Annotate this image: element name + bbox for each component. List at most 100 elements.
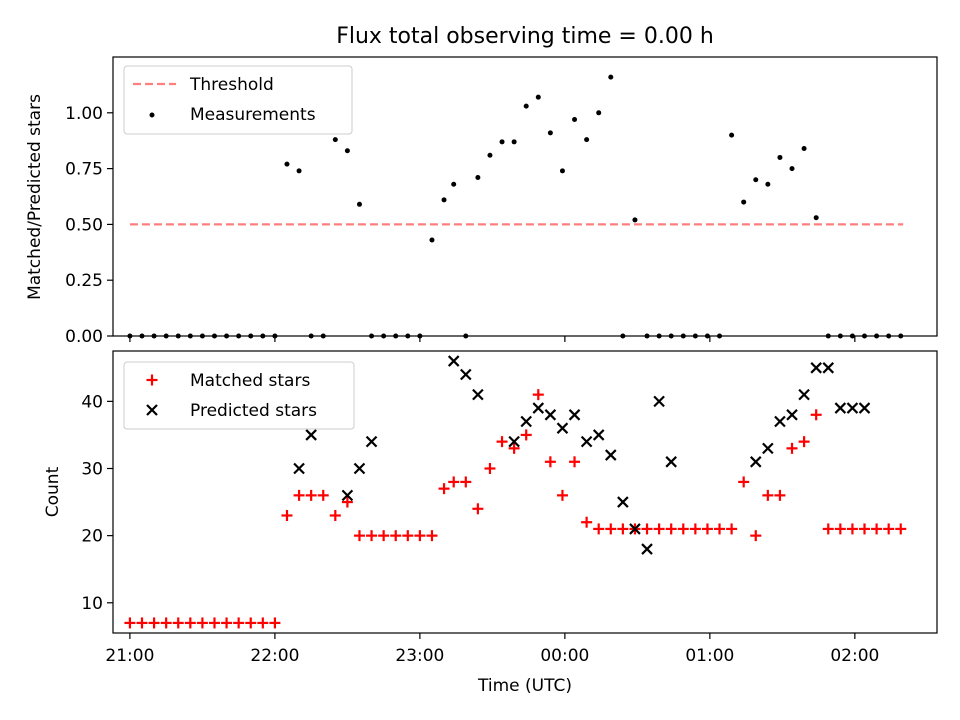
- predicted-star-point: [520, 415, 532, 428]
- matched-star-point: [496, 436, 508, 448]
- matched-star-point: [798, 436, 810, 448]
- measurement-point: [572, 116, 578, 122]
- matched-star-point: [172, 617, 184, 629]
- matched-star-point: [208, 617, 220, 629]
- matched-star-point: [366, 530, 378, 542]
- top-title: Flux total observing time = 0.00 h: [336, 24, 714, 49]
- bottom-x-tick-label: 00:00: [540, 646, 589, 666]
- predicted-star-point: [858, 402, 871, 414]
- matched-star-point: [160, 617, 172, 629]
- bottom-y-axis-label: Count: [43, 466, 63, 517]
- measurement-point: [741, 199, 747, 205]
- predicted-star-point: [532, 402, 545, 414]
- matched-star-point: [448, 476, 460, 488]
- bottom-y-tick-label: 30: [81, 460, 103, 480]
- predicted-star-point: [629, 523, 641, 535]
- matched-star-point: [641, 523, 653, 535]
- matched-star-point: [532, 389, 544, 401]
- predicted-star-point: [353, 462, 366, 475]
- matched-star-point: [414, 530, 426, 542]
- bottom-x-tick-label: 02:00: [830, 646, 879, 666]
- matched-star-point: [148, 617, 160, 629]
- measurement-point: [801, 146, 807, 152]
- matched-star-point: [822, 523, 834, 535]
- measurement-point: [344, 148, 350, 154]
- predicted-star-point: [508, 435, 520, 448]
- predicted-star-point: [798, 388, 810, 401]
- measurement-point: [777, 154, 783, 160]
- measurement-point: [441, 197, 447, 203]
- matched-star-point: [762, 489, 774, 501]
- predicted-star-point: [592, 429, 605, 441]
- top-y-tick-label: 0.75: [65, 160, 103, 180]
- matched-star-point: [124, 617, 136, 629]
- predicted-star-point: [762, 442, 774, 455]
- bottom-y-tick-label: 40: [81, 392, 103, 412]
- predicted-star-point: [786, 409, 798, 421]
- matched-star-point: [353, 530, 365, 542]
- top-y-axis-label: Matched/Predicted stars: [25, 94, 45, 300]
- bottom-x-tick-label: 21:00: [105, 646, 154, 666]
- matched-star-point: [317, 489, 329, 501]
- matched-star-point: [714, 523, 726, 535]
- predicted-star-point: [653, 395, 665, 408]
- bottom-plot-area: [124, 355, 907, 629]
- legend-predicted-label: Predicted stars: [190, 401, 317, 421]
- matched-star-point: [221, 617, 233, 629]
- measurement-point: [511, 139, 517, 145]
- matched-star-point: [677, 523, 689, 535]
- predicted-star-point: [447, 355, 460, 367]
- top-y-ticks: 0.00 0.25 0.50 0.75 1.00: [65, 104, 113, 347]
- matched-star-point: [269, 617, 281, 629]
- top-y-tick-label: 0.00: [65, 327, 103, 347]
- legend-matched-label: Matched stars: [190, 371, 310, 391]
- measurement-point: [547, 130, 553, 136]
- matched-star-point: [810, 409, 822, 421]
- measurement-point: [332, 137, 338, 143]
- matched-star-point: [834, 523, 846, 535]
- matched-star-point: [665, 523, 677, 535]
- predicted-star-point: [556, 422, 569, 434]
- matched-star-point: [341, 496, 353, 508]
- matched-star-point: [438, 483, 450, 495]
- predicted-star-point: [341, 489, 354, 502]
- matched-star-point: [653, 523, 665, 535]
- predicted-star-point: [544, 409, 557, 421]
- matched-star-point: [617, 523, 629, 535]
- matched-star-point: [329, 510, 341, 521]
- top-axes-frame: [112, 56, 938, 337]
- bottom-x-tick-label: 01:00: [685, 646, 734, 666]
- matched-star-point: [390, 530, 402, 542]
- matched-star-point: [484, 463, 496, 474]
- matched-star-point: [689, 523, 701, 535]
- bottom-x-tick-label: 22:00: [250, 646, 299, 666]
- measurement-point: [765, 181, 771, 187]
- matched-star-point: [520, 429, 532, 441]
- measurement-point: [429, 237, 435, 243]
- matched-star-point: [472, 503, 484, 515]
- matched-star-point: [136, 617, 148, 629]
- measurement-point: [729, 132, 735, 138]
- matched-star-point: [257, 617, 269, 629]
- matched-star-point: [593, 523, 605, 535]
- bottom-x-axis-label: Time (UTC): [477, 676, 572, 696]
- measurement-point: [284, 161, 290, 167]
- matched-star-point: [846, 523, 858, 535]
- matched-star-point: [426, 530, 438, 542]
- predicted-star-point: [580, 435, 593, 448]
- bottom-y-tick-label: 10: [81, 594, 103, 614]
- bottom-x-tick-label: 23:00: [395, 646, 444, 666]
- matched-star-point: [233, 617, 245, 629]
- predicted-star-point: [641, 543, 653, 555]
- matched-star-point: [293, 489, 305, 501]
- top-legend-box: [123, 65, 353, 135]
- measurement-point: [559, 168, 565, 174]
- measurement-point: [584, 137, 590, 143]
- legend-measurements-swatch: [149, 112, 155, 118]
- matched-star-point: [184, 617, 196, 629]
- matched-star-point: [726, 523, 738, 535]
- measurement-point: [523, 103, 529, 109]
- predicted-star-point: [472, 388, 484, 401]
- matched-star-point: [245, 617, 257, 629]
